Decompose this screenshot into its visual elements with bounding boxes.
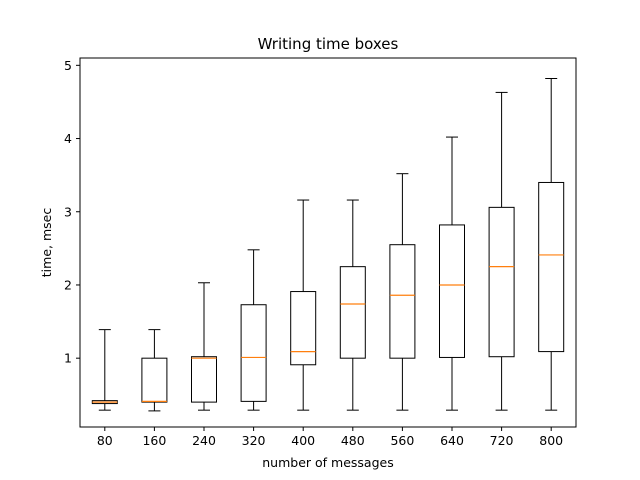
iqr-box — [339, 266, 366, 359]
plot-area: 1 2 3 4 5 80 160 240 320 400 480 560 640 720 800 — [64, 58, 565, 448]
box-720 — [488, 91, 515, 411]
box-640 — [439, 136, 465, 411]
chart-title: Writing time boxes — [258, 35, 399, 53]
box-400 — [290, 199, 317, 411]
x-tick-label: 640 — [440, 433, 464, 448]
x-tick-label: 480 — [341, 433, 365, 448]
box-80 — [91, 329, 118, 411]
x-tick-label: 560 — [390, 433, 414, 448]
iqr-box — [389, 244, 416, 359]
box-480 — [339, 199, 366, 411]
x-tick-label: 800 — [539, 433, 563, 448]
y-tick-label: 5 — [64, 58, 72, 73]
x-axis-label: number of messages — [262, 455, 393, 470]
box-240 — [191, 282, 217, 411]
box-800 — [538, 78, 565, 411]
iqr-box — [141, 357, 168, 403]
box-560 — [389, 173, 416, 411]
iqr-box — [538, 181, 565, 353]
x-tick-label: 160 — [142, 433, 166, 448]
iqr-box — [290, 291, 317, 366]
box-160 — [141, 329, 168, 412]
axes-frame — [79, 57, 577, 428]
y-tick-label: 4 — [64, 131, 72, 146]
x-tick-label: 720 — [490, 433, 514, 448]
y-tick-label: 3 — [64, 204, 72, 219]
y-axis-label: time, msec — [39, 208, 54, 278]
iqr-box — [240, 304, 267, 402]
iqr-box — [488, 206, 515, 358]
iqr-box — [191, 356, 217, 403]
iqr-box — [439, 224, 465, 358]
box-320 — [240, 249, 267, 411]
x-tick-label: 400 — [291, 433, 315, 448]
x-tick-label: 240 — [192, 433, 216, 448]
x-tick-label: 80 — [97, 433, 113, 448]
y-tick-label: 1 — [64, 351, 72, 366]
y-tick-label: 2 — [64, 277, 72, 292]
x-tick-label: 320 — [242, 433, 266, 448]
